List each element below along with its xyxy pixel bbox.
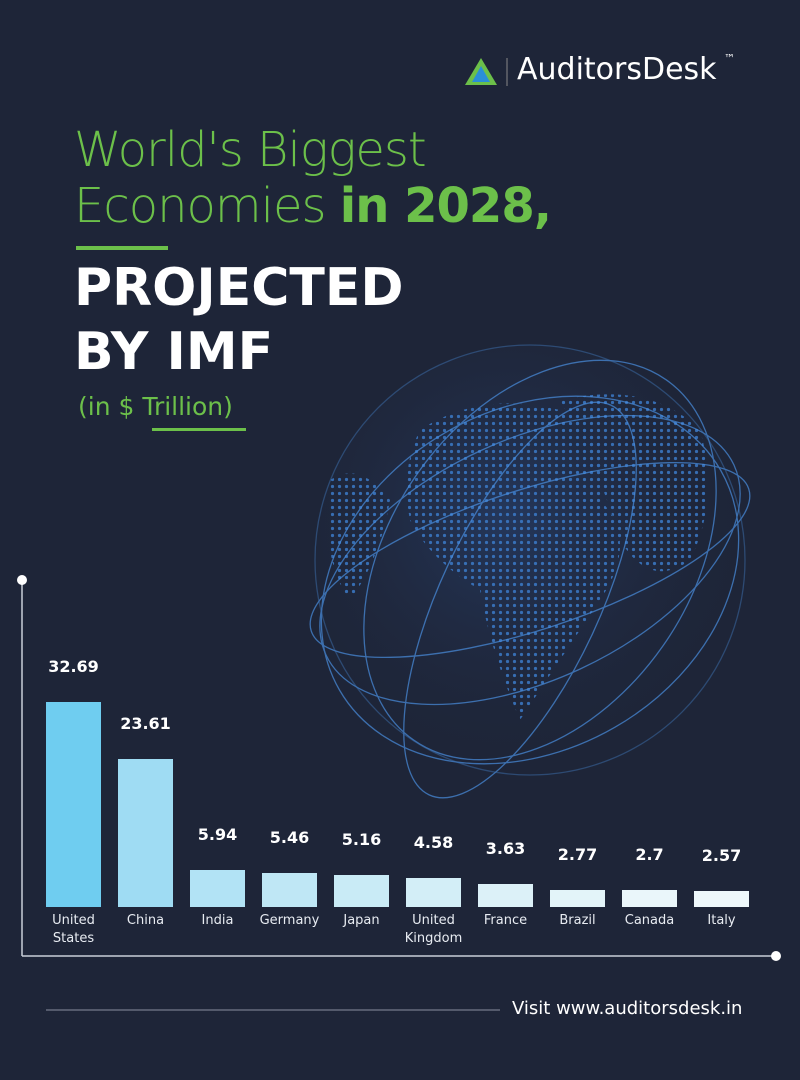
title-line: BY IMF: [74, 322, 274, 382]
category-label: Brazil: [559, 913, 596, 928]
title-line: World's Biggest: [74, 122, 427, 178]
continents: [327, 394, 708, 720]
value-label: 2.77: [557, 844, 598, 864]
bar: [622, 890, 677, 907]
category-label: Japan: [343, 913, 380, 928]
value-label: 4.58: [413, 833, 454, 853]
category-label: United States: [52, 913, 95, 946]
value-label: 3.63: [485, 839, 526, 859]
value-label: 5.94: [197, 824, 238, 844]
category-label: India: [201, 913, 234, 928]
category-label: China: [126, 913, 165, 928]
bar: [694, 890, 749, 907]
bar: [118, 758, 173, 907]
value-label: 2.7: [635, 845, 664, 865]
axis-dot: [17, 575, 27, 585]
bar: [406, 878, 461, 907]
category-label: United Kingdom: [404, 913, 463, 946]
bar: [262, 872, 317, 907]
bar: [334, 874, 389, 907]
axis-dot: [771, 951, 781, 961]
title-line: PROJECTED: [74, 258, 404, 318]
brand-tm: ™: [724, 52, 735, 65]
value-label: 2.57: [701, 845, 742, 865]
logo-icon: [472, 66, 490, 82]
bar: [550, 889, 605, 907]
title-line: Economies in 2028,: [74, 178, 552, 234]
category-label: Italy: [707, 913, 736, 928]
orbits: [309, 344, 751, 799]
bar: [478, 884, 533, 907]
brand-name: AuditorsDesk: [517, 52, 717, 87]
unit-label: (in $ Trillion): [78, 392, 233, 421]
category-label: France: [483, 913, 528, 928]
footer-text: Visit www.auditorsdesk.in: [512, 998, 743, 1019]
value-label: 5.16: [341, 829, 382, 849]
title-bold: in 2028,: [339, 178, 552, 234]
unit-underline: [152, 428, 246, 431]
value-label: 32.69: [48, 657, 99, 676]
category-label: Canada: [624, 913, 675, 928]
title-light: Economies: [74, 178, 327, 234]
category-label: Germany: [259, 913, 320, 928]
title-rule: [76, 246, 168, 250]
bar: [46, 702, 101, 907]
bar: [190, 869, 245, 907]
value-label: 5.46: [269, 827, 310, 847]
value-label: 23.61: [120, 713, 171, 733]
